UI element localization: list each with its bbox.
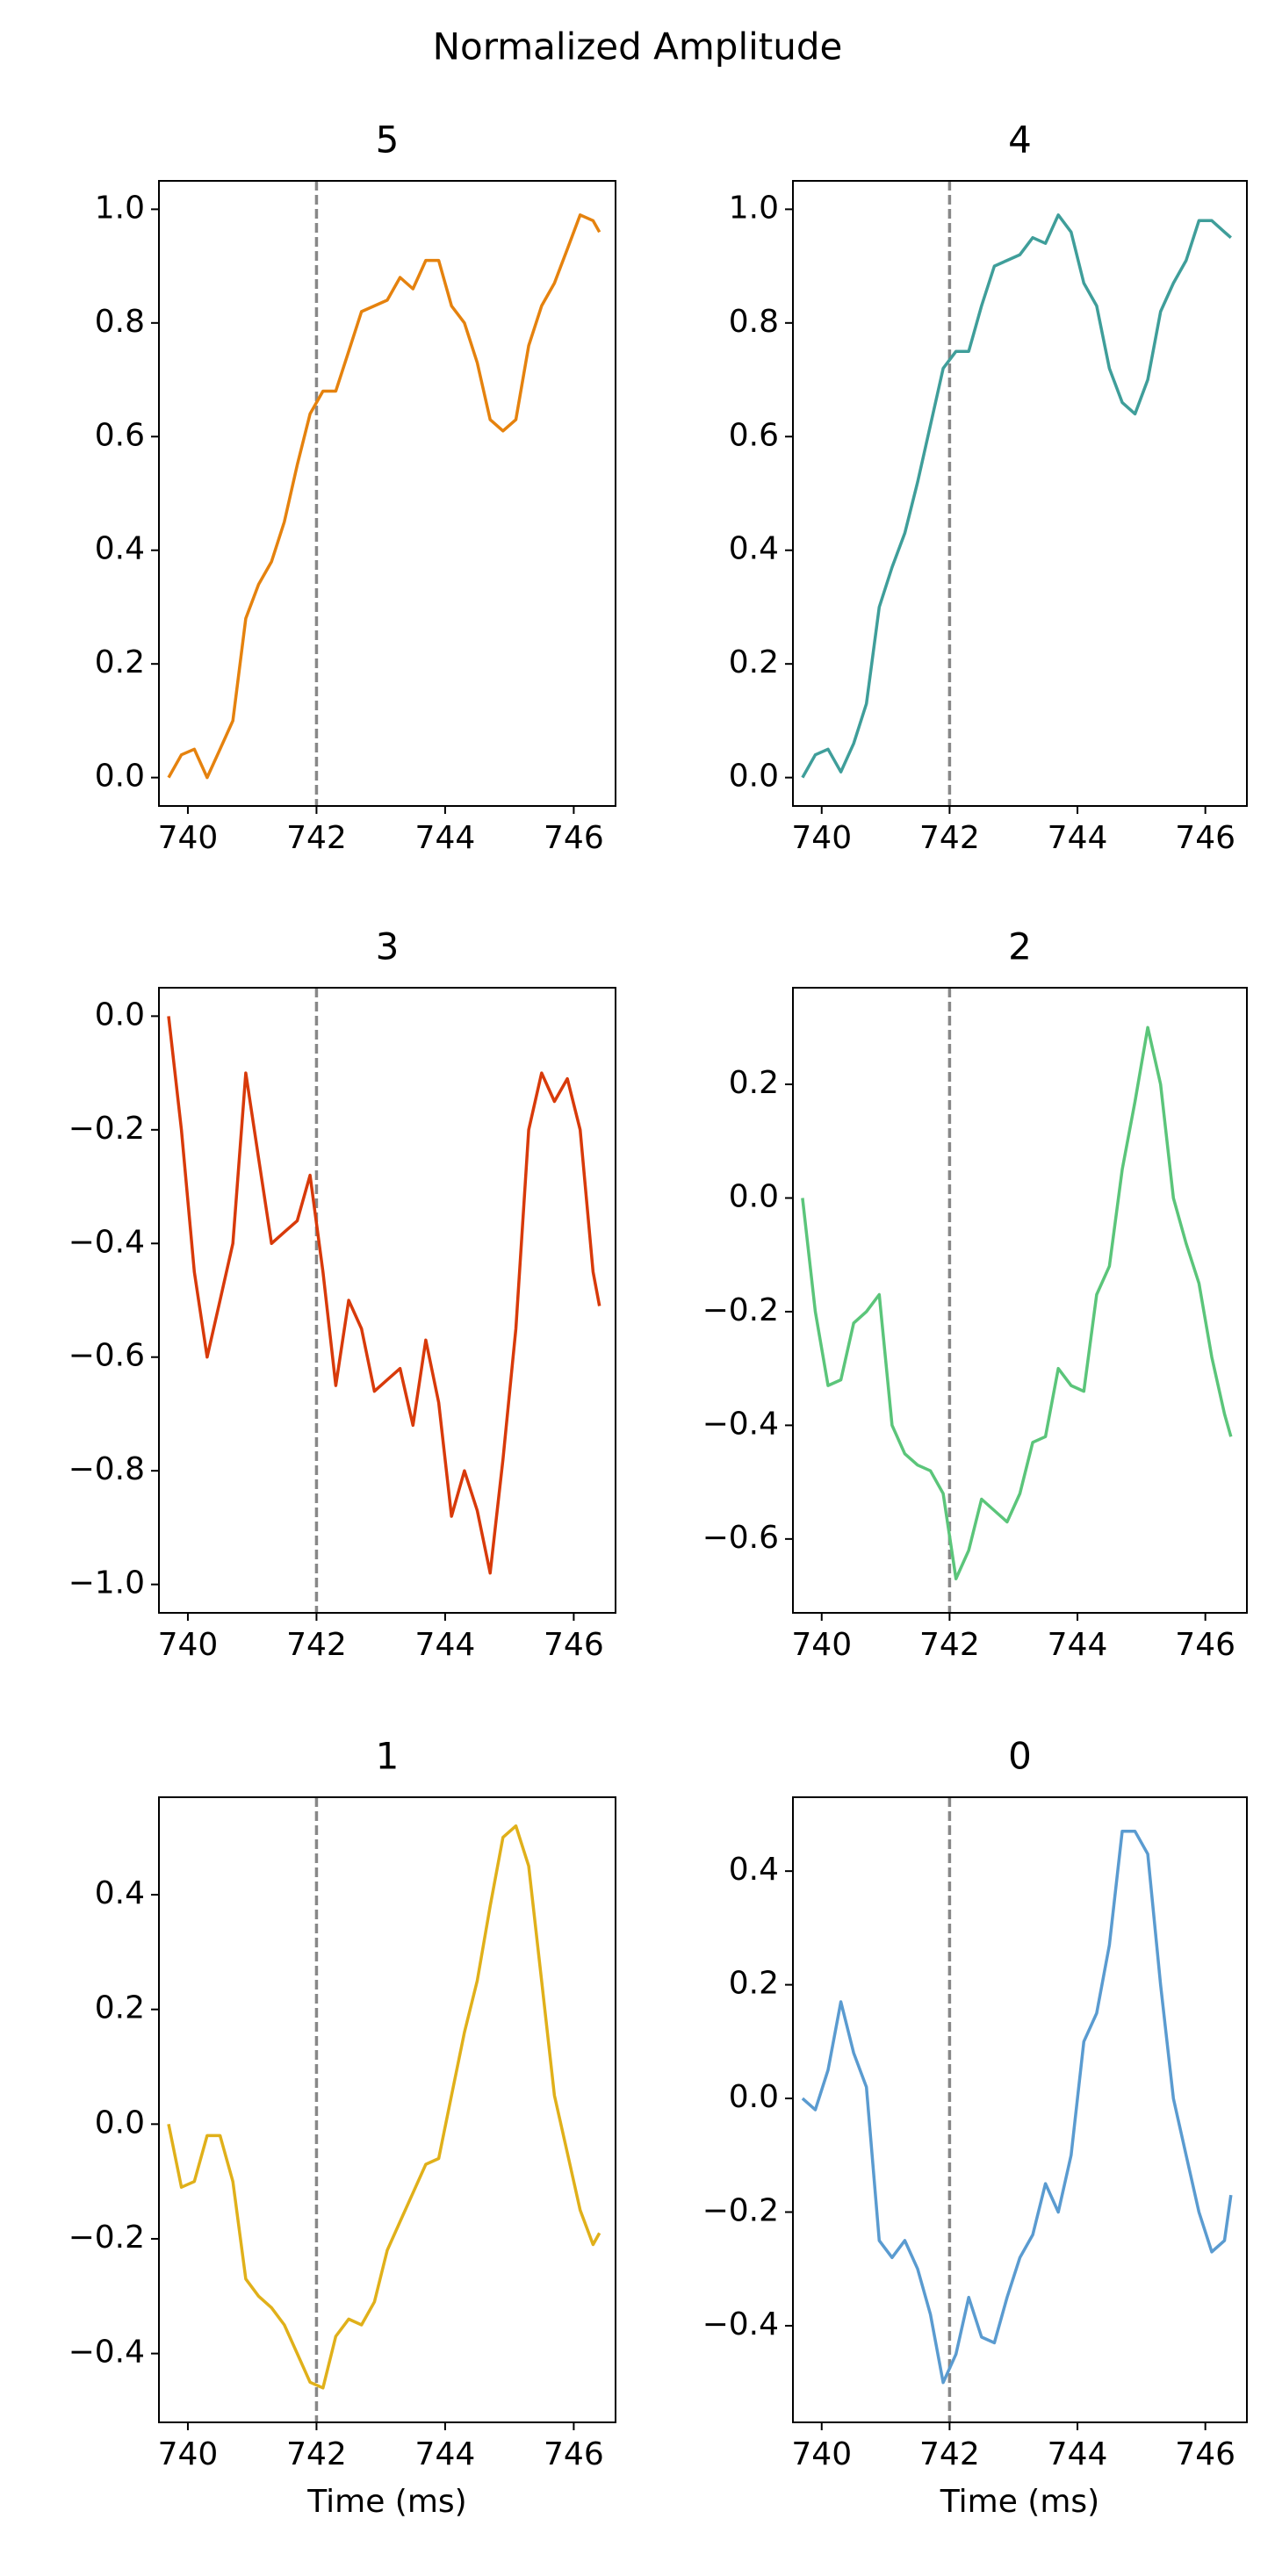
x-tick-label: 740 [791,820,852,856]
x-tick-label: 746 [544,2436,604,2472]
data-line [801,1830,1233,2385]
x-tick-label: 740 [791,1627,852,1663]
x-tick-label: 742 [919,820,980,856]
y-tick-label: −0.2 [68,2220,145,2256]
y-tick-label: −0.2 [68,1111,145,1147]
x-tick-label: 742 [286,1627,347,1663]
y-tick-label: 0.2 [95,644,145,680]
y-tick-label: −1.0 [68,1565,145,1601]
y-tick-label: −0.4 [68,2335,145,2371]
y-tick-label: −0.6 [68,1338,145,1374]
y-tick-label: 0.4 [729,531,779,567]
y-tick-label: 0.2 [95,1990,145,2026]
x-tick-label: 744 [1048,820,1108,856]
y-tick-label: 0.0 [95,759,145,795]
y-tick-label: −0.4 [702,1406,779,1442]
axes-frame [792,180,1248,807]
y-tick-label: 0.0 [95,2105,145,2141]
x-tick-label: 744 [415,820,476,856]
y-tick-label: 0.2 [729,644,779,680]
data-line [167,1824,601,2390]
x-tick-label: 746 [1175,820,1235,856]
axes-frame [158,180,616,807]
x-tick-label: 740 [158,1627,219,1663]
y-tick-label: −0.2 [702,1292,779,1328]
x-tick-label: 742 [919,1627,980,1663]
data-line [167,213,601,780]
x-axis-label: Time (ms) [940,2484,1099,2520]
y-tick-label: 0.8 [95,304,145,340]
y-tick-label: 0.0 [95,997,145,1033]
x-tick-label: 746 [544,820,604,856]
data-line [801,213,1232,779]
y-tick-label: −0.4 [68,1224,145,1260]
y-tick-label: 0.0 [729,2079,779,2115]
figure-title: Normalized Amplitude [433,25,843,68]
y-tick-label: 0.8 [729,304,779,340]
x-tick-label: 740 [158,2436,219,2472]
y-tick-label: 0.6 [729,417,779,453]
x-tick-label: 744 [415,2436,476,2472]
x-tick-label: 742 [919,2436,980,2472]
x-axis-label: Time (ms) [306,2484,466,2520]
y-tick-label: 0.2 [729,1966,779,2002]
x-tick-label: 744 [1048,2436,1108,2472]
axes-frame [792,987,1248,1614]
y-tick-label: 0.4 [95,531,145,567]
subplot-title: 2 [1008,925,1032,968]
x-tick-label: 744 [1048,1627,1108,1663]
subplot-title: 0 [1008,1735,1032,1778]
x-tick-label: 742 [286,2436,347,2472]
x-tick-label: 746 [1175,2436,1235,2472]
y-tick-label: 1.0 [729,190,779,226]
y-tick-label: 0.0 [729,759,779,795]
x-tick-label: 742 [286,820,347,856]
y-tick-label: −0.2 [702,2193,779,2229]
x-tick-label: 746 [1175,1627,1235,1663]
axes-frame [792,1796,1248,2423]
axes-frame [158,987,616,1614]
subplot-title: 1 [376,1735,400,1778]
y-tick-label: −0.4 [702,2306,779,2342]
y-tick-label: 0.0 [729,1178,779,1214]
y-tick-label: 1.0 [95,190,145,226]
subplot-title: 4 [1008,119,1032,162]
data-line [801,1025,1233,1580]
data-line [167,1016,601,1575]
axes-frame [158,1796,616,2423]
y-tick-label: 0.6 [95,417,145,453]
subplot-title: 3 [376,925,400,968]
x-tick-label: 746 [544,1627,604,1663]
x-tick-label: 744 [415,1627,476,1663]
subplot-title: 5 [376,119,400,162]
y-tick-label: −0.8 [68,1451,145,1487]
y-tick-label: 0.2 [729,1065,779,1101]
y-tick-label: −0.6 [702,1520,779,1556]
y-tick-label: 0.4 [729,1852,779,1888]
y-tick-label: 0.4 [95,1875,145,1911]
x-tick-label: 740 [791,2436,852,2472]
x-tick-label: 740 [158,820,219,856]
